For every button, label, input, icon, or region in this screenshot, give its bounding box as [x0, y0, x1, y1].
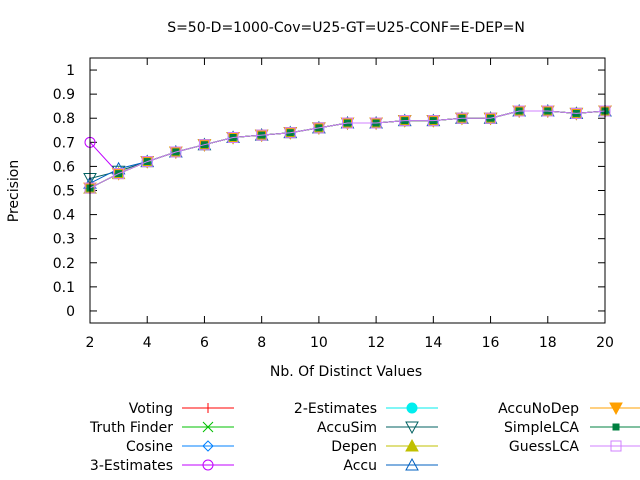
data-point	[610, 440, 622, 452]
x-tick-label: 20	[596, 335, 614, 351]
data-point	[170, 146, 182, 158]
axis-ticks: 00.10.20.30.40.50.60.70.80.912 4 6 8 10 12 14 1…	[53, 58, 614, 351]
data-point	[405, 438, 419, 452]
data-point	[570, 107, 582, 119]
legend-entry: Depen	[331, 438, 438, 455]
data-point	[141, 156, 153, 168]
x-tick-label: 4	[143, 335, 152, 351]
plot-area	[83, 103, 612, 196]
legend-entry: Cosine	[126, 439, 234, 455]
data-point	[342, 117, 353, 129]
data-point	[406, 402, 418, 414]
legend-label: Accu	[343, 458, 377, 474]
legend-label: Truth Finder	[89, 420, 173, 436]
legend-label: Voting	[129, 401, 173, 417]
y-tick-label: 0.2	[53, 256, 75, 272]
legend-entry: Accu	[343, 457, 438, 474]
legend-label: 3-Estimates	[90, 458, 173, 474]
data-point	[202, 421, 214, 433]
data-point	[198, 139, 210, 151]
data-point	[485, 112, 497, 124]
x-tick-label: 6	[200, 335, 209, 351]
x-tick-label: 8	[257, 335, 266, 351]
data-point	[202, 459, 214, 471]
legend-entry: SimpleLCA	[504, 420, 640, 436]
y-tick-label: 0.8	[53, 111, 75, 127]
y-tick-label: 0.4	[53, 208, 75, 224]
series-line	[89, 110, 606, 189]
series-7	[83, 103, 612, 189]
legend: Voting Truth Finder Cosine 3-Estimates 2-Est…	[89, 401, 640, 474]
data-point	[399, 115, 411, 127]
data-point	[513, 105, 525, 117]
legend-entry: AccuSim	[317, 420, 438, 436]
legend-label: AccuNoDep	[498, 401, 579, 417]
series-10	[84, 105, 611, 194]
data-point	[456, 112, 468, 124]
data-point	[609, 402, 623, 416]
y-tick-label: 0.3	[53, 232, 75, 248]
y-tick-label: 0.1	[53, 280, 75, 296]
data-point	[256, 129, 268, 141]
y-tick-label: 0.5	[53, 184, 75, 200]
data-point	[284, 127, 296, 139]
data-point	[313, 122, 325, 134]
data-point	[405, 457, 419, 471]
data-point	[612, 423, 620, 431]
data-point	[370, 117, 382, 129]
data-point	[203, 403, 213, 413]
data-point	[405, 421, 419, 435]
data-point	[113, 168, 125, 180]
x-tick-label: 14	[424, 335, 442, 351]
chart-title: S=50-D=1000-Cov=U25-GT=U25-CONF=E-DEP=N	[167, 20, 525, 36]
y-tick-label: 0	[66, 304, 75, 320]
x-tick-label: 18	[539, 335, 557, 351]
data-point	[202, 440, 214, 452]
y-tick-label: 0.9	[53, 87, 75, 103]
data-point	[227, 132, 239, 143]
series-9	[86, 107, 609, 192]
legend-label: 2-Estimates	[294, 401, 377, 417]
legend-entry: 3-Estimates	[90, 458, 234, 474]
x-tick-label: 12	[367, 335, 385, 351]
data-point	[542, 105, 554, 117]
data-point	[427, 115, 439, 127]
x-tick-label: 16	[482, 335, 500, 351]
y-tick-label: 0.7	[53, 135, 75, 151]
legend-entry: AccuNoDep	[498, 401, 640, 417]
y-axis-label: Precision	[6, 160, 22, 222]
legend-entry: GuessLCA	[509, 439, 640, 455]
legend-entry: Voting	[129, 401, 234, 417]
x-tick-label: 10	[310, 335, 328, 351]
plot-frame	[89, 57, 606, 324]
series-8	[83, 105, 612, 196]
legend-entry: Truth Finder	[89, 420, 234, 436]
x-tick-label: 2	[86, 335, 95, 351]
x-axis-label: Nb. Of Distinct Values	[270, 364, 422, 380]
legend-entry: 2-Estimates	[294, 401, 438, 417]
legend-label: Depen	[331, 439, 377, 455]
legend-label: Cosine	[126, 439, 173, 455]
y-tick-label: 1	[66, 63, 75, 79]
legend-label: GuessLCA	[509, 439, 579, 455]
legend-label: SimpleLCA	[504, 420, 579, 436]
legend-label: AccuSim	[317, 420, 377, 436]
y-tick-label: 0.6	[53, 159, 75, 175]
